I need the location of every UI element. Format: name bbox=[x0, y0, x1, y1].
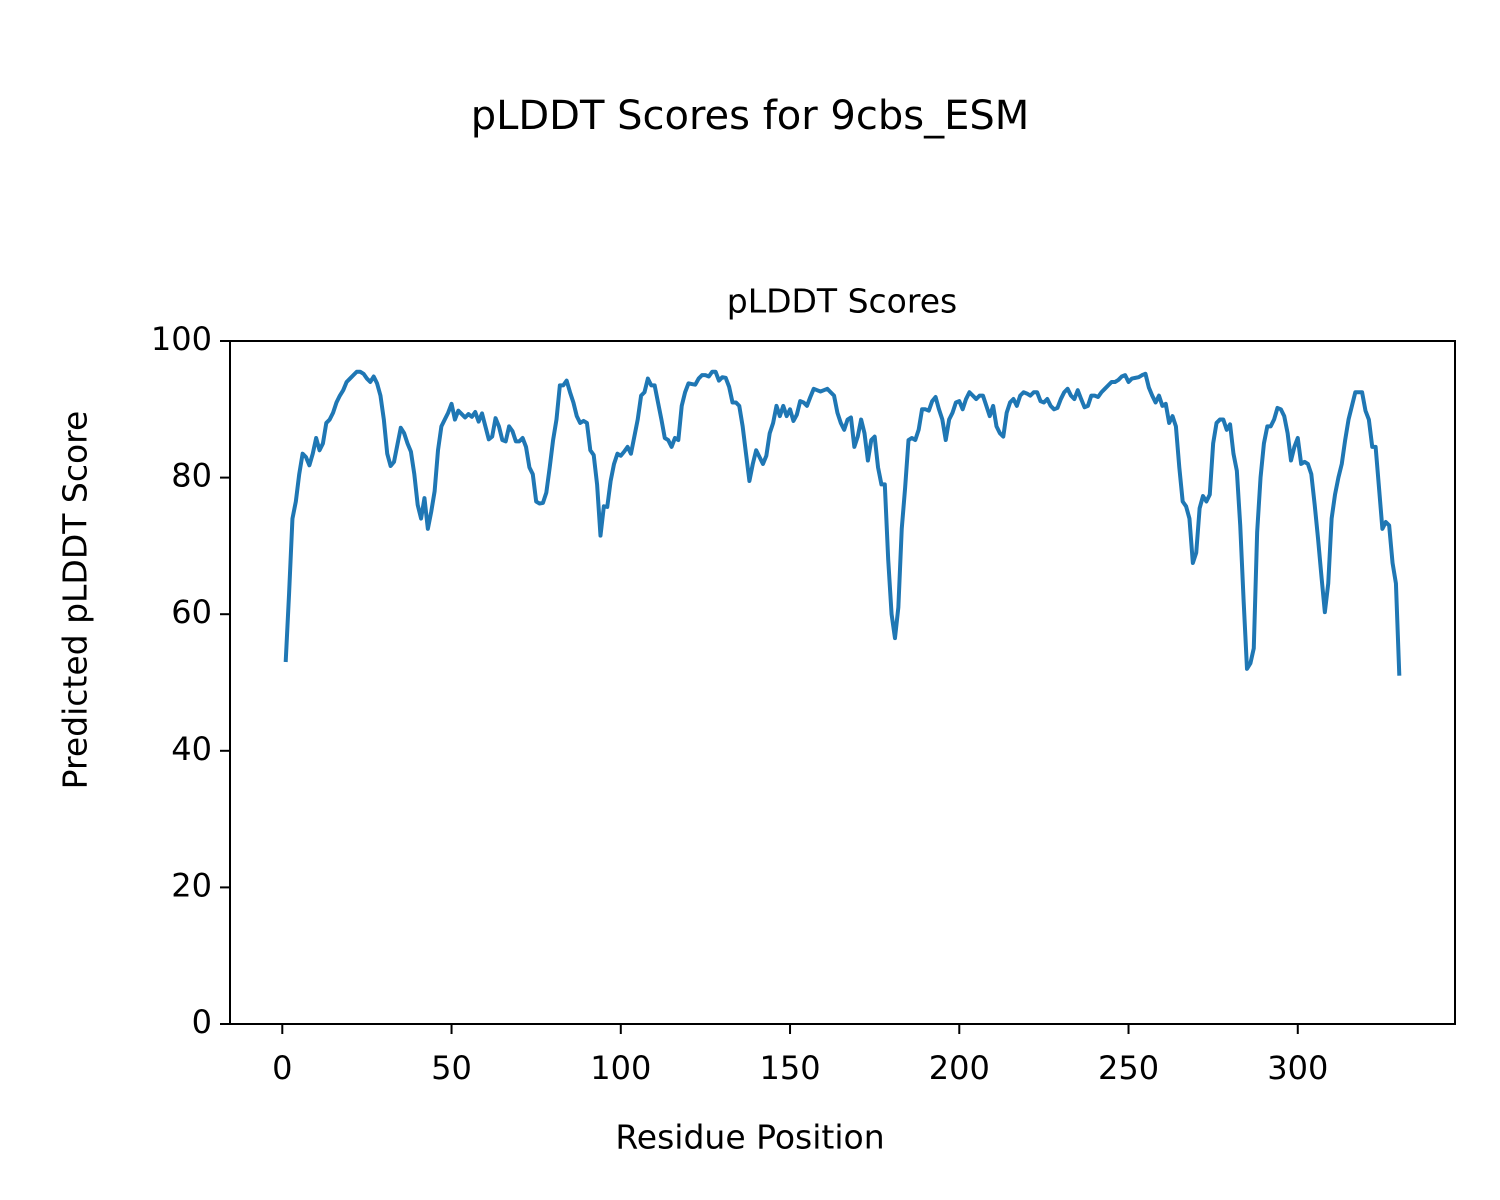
x-tick-label: 150 bbox=[759, 1049, 820, 1087]
y-tick-label: 20 bbox=[171, 866, 212, 904]
y-tick-label: 40 bbox=[171, 730, 212, 768]
y-tick-label: 80 bbox=[171, 457, 212, 495]
y-tick-label: 60 bbox=[171, 593, 212, 631]
x-tick-label: 300 bbox=[1267, 1049, 1328, 1087]
axes-frame bbox=[229, 340, 1456, 1025]
y-tick-label: 100 bbox=[151, 320, 212, 358]
y-tick-label: 0 bbox=[192, 1003, 212, 1041]
x-tick-label: 250 bbox=[1098, 1049, 1159, 1087]
y-axis-label: Predicted pLDDT Score bbox=[56, 411, 95, 790]
data-line bbox=[283, 369, 1402, 676]
x-tick-label: 200 bbox=[929, 1049, 990, 1087]
figure-title: pLDDT Scores for 9cbs_ESM bbox=[471, 93, 1030, 139]
x-tick-label: 50 bbox=[431, 1049, 472, 1087]
x-tick-label: 100 bbox=[590, 1049, 651, 1087]
x-axis-label: Residue Position bbox=[615, 1118, 884, 1157]
axes-title: pLDDT Scores bbox=[727, 282, 957, 321]
x-tick-label: 0 bbox=[272, 1049, 292, 1087]
